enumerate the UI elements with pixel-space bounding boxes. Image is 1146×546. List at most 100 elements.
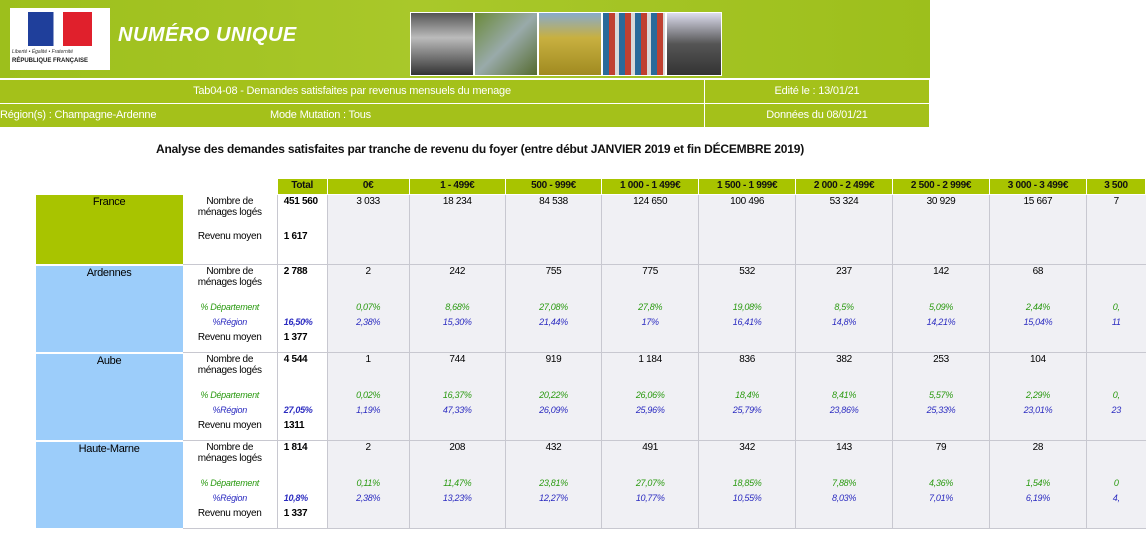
column-header: 2 000 - 2 499€ <box>796 179 893 195</box>
blank <box>183 179 278 195</box>
cell: 1 184 <box>602 353 699 389</box>
cell: 15,30% <box>409 316 505 331</box>
cell <box>1086 265 1145 301</box>
cell: 382 <box>796 353 893 389</box>
cell: 53 324 <box>796 195 893 230</box>
cell: 12,27% <box>505 492 601 507</box>
cell <box>409 230 505 265</box>
cell <box>505 507 601 529</box>
row-label: Revenu moyen <box>183 331 278 353</box>
row-label: Nombre de ménages logés <box>183 265 278 301</box>
cell <box>1086 507 1145 529</box>
cell: 26,06% <box>602 389 699 404</box>
cell: 2,29% <box>989 389 1086 404</box>
row-label: %Région <box>183 492 278 507</box>
cell <box>796 230 893 265</box>
cell <box>893 419 990 441</box>
page: Liberté • Égalité • Fraternité RÉPUBLIQU… <box>0 0 1146 546</box>
cell: 7,88% <box>796 477 893 492</box>
column-header: 3 500 <box>1086 179 1145 195</box>
cell: 142 <box>893 265 990 301</box>
photo <box>666 12 722 76</box>
cell <box>893 230 990 265</box>
cell <box>1086 230 1145 265</box>
cell: 532 <box>699 265 796 301</box>
cell: 451 560 <box>277 195 327 230</box>
cell: 14,8% <box>796 316 893 331</box>
cell <box>327 507 409 529</box>
cell <box>989 507 1086 529</box>
row-label: Revenu moyen <box>183 230 278 265</box>
row-label: Nombre de ménages logés <box>183 353 278 389</box>
cell: 23,86% <box>796 404 893 419</box>
flag <box>28 12 92 46</box>
cell: 1,19% <box>327 404 409 419</box>
cell <box>602 507 699 529</box>
cell: 27,8% <box>602 301 699 316</box>
cell: 11,47% <box>409 477 505 492</box>
photo <box>602 12 666 76</box>
cell: 16,37% <box>409 389 505 404</box>
cell <box>1086 331 1145 353</box>
cell: 15,04% <box>989 316 1086 331</box>
cell <box>505 419 601 441</box>
cell <box>602 230 699 265</box>
subtitle: Analyse des demandes satisfaites par tra… <box>0 142 960 156</box>
column-header: 2 500 - 2 999€ <box>893 179 990 195</box>
cell: 3 033 <box>327 195 409 230</box>
cell <box>277 477 327 492</box>
cell <box>989 331 1086 353</box>
cell: 27,08% <box>505 301 601 316</box>
region-name: Ardennes <box>36 265 183 353</box>
cell: 1311 <box>277 419 327 441</box>
region-name: Haute-Marne <box>36 441 183 529</box>
cell <box>893 507 990 529</box>
cell: 2,44% <box>989 301 1086 316</box>
row-label: Nombre de ménages logés <box>183 441 278 477</box>
cell: 744 <box>409 353 505 389</box>
row-label: Revenu moyen <box>183 419 278 441</box>
cell: 4,36% <box>893 477 990 492</box>
cell: 15 667 <box>989 195 1086 230</box>
cell: 23,01% <box>989 404 1086 419</box>
cell <box>699 331 796 353</box>
cell: 0,07% <box>327 301 409 316</box>
cell: 10,8% <box>277 492 327 507</box>
cell: 25,33% <box>893 404 990 419</box>
cell: 10,55% <box>699 492 796 507</box>
column-header: 1 500 - 1 999€ <box>699 179 796 195</box>
region-name: Aube <box>36 353 183 441</box>
cell: 11 <box>1086 316 1145 331</box>
cell <box>893 331 990 353</box>
cell <box>409 419 505 441</box>
cell: 1 617 <box>277 230 327 265</box>
cell <box>327 230 409 265</box>
cell: 6,19% <box>989 492 1086 507</box>
cell <box>796 507 893 529</box>
row-label: %Région <box>183 316 278 331</box>
cell: 237 <box>796 265 893 301</box>
cell: 30 929 <box>893 195 990 230</box>
cell <box>699 230 796 265</box>
column-header: 0€ <box>327 179 409 195</box>
cell: 5,57% <box>893 389 990 404</box>
cell: 26,09% <box>505 404 601 419</box>
cell <box>602 331 699 353</box>
cell: 13,23% <box>409 492 505 507</box>
cell: 25,79% <box>699 404 796 419</box>
cell: 100 496 <box>699 195 796 230</box>
cell: 0, <box>1086 389 1145 404</box>
cell: 775 <box>602 265 699 301</box>
cell <box>1086 419 1145 441</box>
cell: 919 <box>505 353 601 389</box>
cell: 4, <box>1086 492 1145 507</box>
cell: 1 337 <box>277 507 327 529</box>
column-header: 1 - 499€ <box>409 179 505 195</box>
